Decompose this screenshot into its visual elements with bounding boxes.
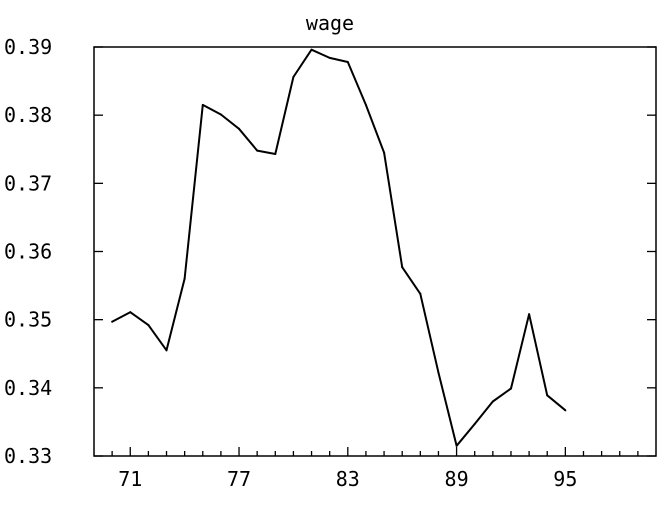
y-tick-label: 0.36 bbox=[4, 240, 52, 264]
data-point bbox=[419, 292, 422, 295]
data-point bbox=[564, 409, 567, 412]
data-point bbox=[383, 151, 386, 154]
y-tick-label: 0.34 bbox=[4, 376, 52, 400]
series-layer bbox=[111, 48, 567, 447]
x-tick-label: 77 bbox=[227, 467, 251, 491]
x-tick-label: 95 bbox=[553, 467, 577, 491]
data-point bbox=[310, 48, 313, 51]
data-point bbox=[256, 149, 259, 152]
data-point bbox=[292, 75, 295, 78]
x-axis-ticks: 71 77 83 89 95 bbox=[111, 447, 639, 491]
x-tick-label: 83 bbox=[336, 467, 360, 491]
x-tick-label: 71 bbox=[118, 467, 142, 491]
chart-title: wage bbox=[306, 11, 354, 35]
data-point bbox=[528, 313, 531, 316]
data-point bbox=[437, 371, 440, 374]
series-line bbox=[111, 48, 567, 447]
y-tick-label: 0.37 bbox=[4, 171, 52, 195]
data-point bbox=[328, 56, 331, 59]
data-point bbox=[274, 153, 277, 156]
data-point bbox=[473, 422, 476, 425]
x-tick-label: 89 bbox=[445, 467, 469, 491]
data-point bbox=[219, 113, 222, 116]
data-point bbox=[111, 320, 114, 323]
data-point bbox=[129, 311, 132, 314]
y-tick-label: 0.35 bbox=[4, 308, 52, 332]
y-tick-label: 0.33 bbox=[4, 444, 52, 468]
data-point bbox=[546, 394, 549, 397]
data-point bbox=[364, 103, 367, 106]
plot-frame bbox=[93, 46, 657, 457]
data-point bbox=[491, 400, 494, 403]
data-point bbox=[165, 349, 168, 352]
data-point bbox=[147, 324, 150, 327]
data-point bbox=[183, 277, 186, 280]
y-tick-label: 0.39 bbox=[4, 35, 52, 59]
data-point bbox=[509, 387, 512, 390]
data-point bbox=[401, 266, 404, 269]
data-point bbox=[201, 103, 204, 106]
y-tick-label: 0.38 bbox=[4, 103, 52, 127]
data-point bbox=[238, 127, 241, 130]
data-point bbox=[455, 444, 458, 447]
y-axis-ticks: 0.33 0.34 0.35 0.36 0.37 0.38 0.39 bbox=[4, 35, 656, 468]
data-point bbox=[346, 60, 349, 63]
